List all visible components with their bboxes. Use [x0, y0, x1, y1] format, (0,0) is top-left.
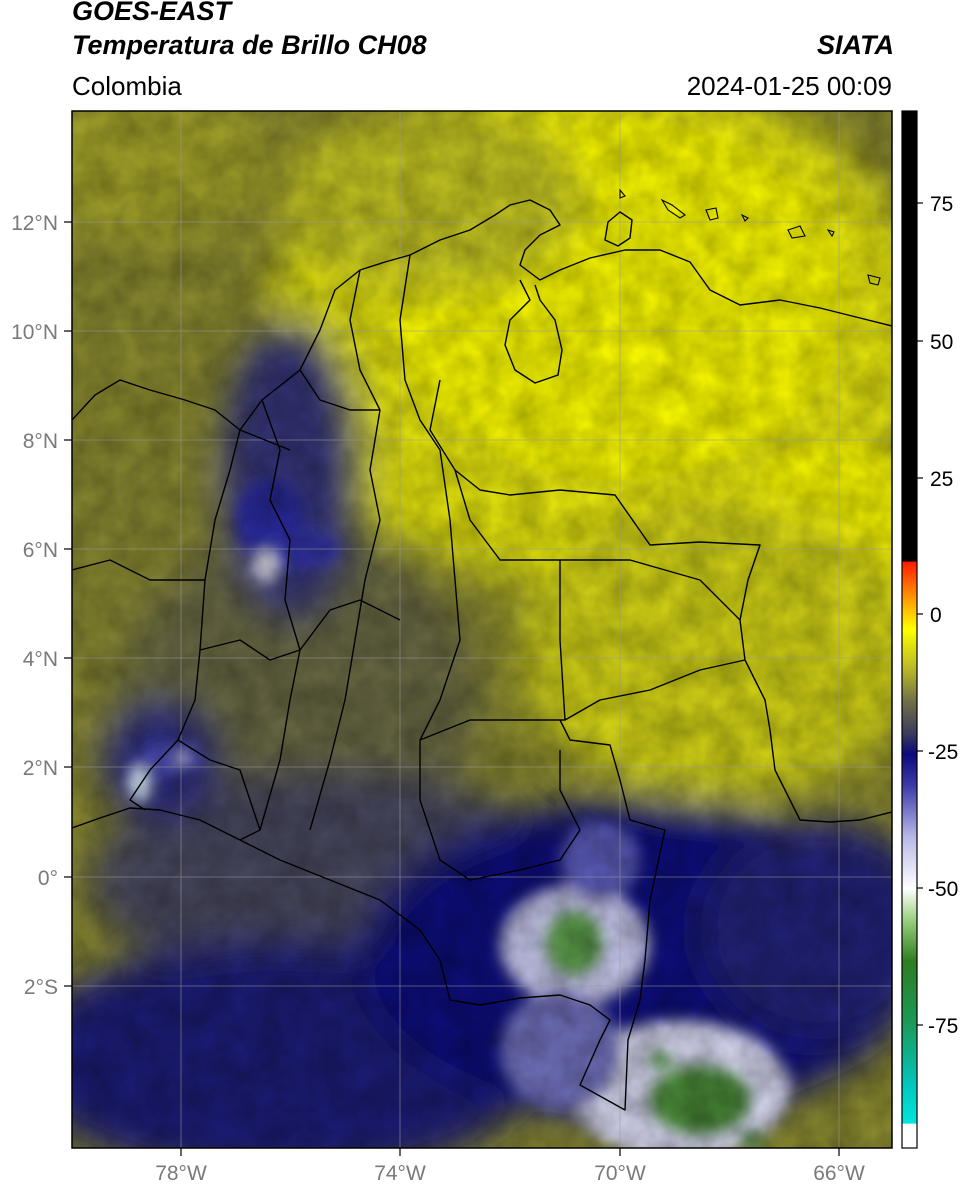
brightness-temperature-field: [72, 111, 892, 1148]
colorbar-tick-label: -25: [928, 741, 958, 764]
colorbar-tick-label: 50: [930, 331, 953, 354]
region-label: Colombia: [72, 71, 182, 101]
axis-ticks: [64, 221, 840, 1156]
timestamp-label: 2024-01-25 00:09: [686, 71, 892, 101]
colorbar-gradient: [901, 110, 918, 1149]
product-title: Temperatura de Brillo CH08: [72, 30, 427, 60]
colorbar-tick-label: 0: [930, 604, 942, 627]
colorbar-tick-label: 25: [930, 468, 953, 491]
lat-label: 0°: [38, 867, 58, 890]
lat-label: 4°N: [23, 648, 58, 671]
lat-label: 6°N: [23, 539, 58, 562]
graticule: [72, 111, 892, 1148]
lon-label: 66°W: [813, 1162, 865, 1185]
lat-label: 10°N: [11, 321, 58, 344]
lon-label: 78°W: [155, 1162, 207, 1185]
lon-label: 74°W: [374, 1162, 426, 1185]
lat-label: 8°N: [23, 430, 58, 453]
lat-label: 2°S: [24, 976, 58, 999]
brand-label: SIATA: [817, 30, 894, 60]
colorbar: 75 50 25 0 -25 -50 -75: [901, 110, 958, 1149]
lat-label: 12°N: [11, 212, 58, 235]
colorbar-tick-label: 75: [930, 193, 953, 216]
colorbar-tick-label: -75: [928, 1015, 958, 1038]
longitude-labels: 78°W 74°W 70°W 66°W: [155, 1162, 865, 1185]
colorbar-tick-label: -50: [928, 878, 958, 901]
satellite-title: GOES-EAST: [72, 0, 232, 26]
islands: [619, 188, 881, 286]
lat-label: 2°N: [23, 757, 58, 780]
latitude-labels: 12°N 10°N 8°N 6°N 4°N 2°N 0° 2°S: [11, 212, 58, 999]
borders: [72, 199, 892, 1111]
map-frame: [71, 110, 893, 1149]
lon-label: 70°W: [594, 1162, 646, 1185]
